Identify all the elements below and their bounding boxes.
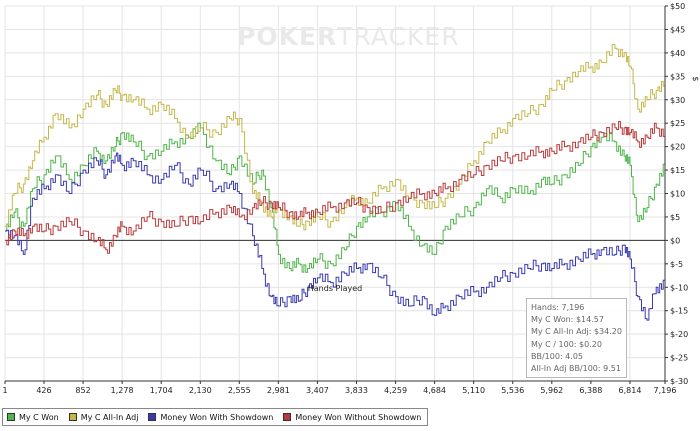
brand-watermark: POKERTRACKER — [237, 22, 460, 51]
x-tick-label: 2,981 — [267, 386, 290, 395]
stat-my-c-won: My C Won: $14.57 — [531, 315, 604, 325]
series-line-my-c-won — [5, 122, 666, 273]
y-tick-label: $-5 — [670, 260, 683, 269]
stat-hands: Hands: 7,196 — [531, 303, 585, 312]
y-tick-label: $-10 — [670, 283, 688, 292]
watermark-thin: TRACKER — [337, 22, 460, 51]
legend-label: Money Won With Showdown — [160, 412, 274, 422]
stat-all-in-adj-bb-100: All-In Adj BB/100: 9.51 — [531, 364, 621, 374]
stat-my-c-per-100: My C / 100: $0.20 — [531, 339, 602, 349]
x-axis-title: Hands Played — [308, 284, 362, 293]
legend-item-money-won-without-showdown[interactable]: Money Won Without Showdown — [279, 409, 427, 425]
legend-swatch — [7, 413, 15, 421]
y-tick-label: $35 — [670, 72, 685, 81]
x-tick-label: 1 — [2, 386, 7, 395]
x-tick-label: 1,278 — [111, 386, 134, 395]
x-tick-label: 5,110 — [462, 386, 485, 395]
x-tick-label: 2,555 — [228, 386, 251, 395]
legend-item-my-c-won[interactable]: My C Won — [3, 409, 65, 425]
legend-item-money-won-with-showdown[interactable]: Money Won With Showdown — [144, 409, 279, 425]
x-tick-label: 852 — [75, 386, 90, 395]
tick-labels: $50 $45 $40 $35 $30 $25 $20 $15 $10 $5 $0 $-5 $-10 $-… — [2, 2, 688, 395]
legend-label: My C Won — [19, 412, 59, 422]
x-tick-label: 3,833 — [345, 386, 368, 395]
y-tick-label: $5 — [670, 213, 680, 222]
y-tick-label: $-30 — [670, 377, 688, 386]
legend-swatch — [68, 413, 77, 421]
series-line-my-c-all-in-adj — [5, 44, 666, 231]
x-tick-label: 6,388 — [579, 386, 602, 395]
x-tick-label: 7,196 — [654, 386, 677, 395]
stat-my-c-all-in-adj: My C All-In Adj: $34.20 — [531, 327, 622, 337]
x-tick-label: 1,704 — [150, 386, 173, 395]
legend-item-my-c-all-in-adj[interactable]: My C All-In Adj — [65, 409, 145, 425]
y-tick-label: $50 — [670, 2, 685, 11]
x-tick-label: 4,684 — [423, 386, 446, 395]
legend-swatch — [283, 413, 292, 421]
legend-label: Money Won Without Showdown — [295, 412, 422, 422]
x-tick-label: 3,407 — [306, 386, 329, 395]
y-axis-title: $ — [691, 76, 700, 81]
stat-bb-100: BB/100: 4.05 — [531, 351, 583, 361]
legend-swatch — [148, 413, 157, 421]
series-layer — [5, 44, 666, 321]
y-tick-label: $15 — [670, 166, 685, 175]
y-tick-label: $30 — [670, 96, 685, 105]
x-tick-label: 5,962 — [540, 386, 563, 395]
legend-label: My C All-In Adj — [80, 412, 139, 422]
x-tick-label: 2,130 — [189, 386, 212, 395]
watermark-bold: POKER — [237, 22, 338, 51]
legend: My C Won My C All-In Adj Money Won With Sh… — [2, 408, 429, 426]
x-tick-label: 5,536 — [501, 386, 524, 395]
series-line-money-won-without-showdown — [5, 121, 666, 254]
y-tick-label: $-20 — [670, 330, 688, 339]
y-tick-label: $25 — [670, 119, 685, 128]
y-tick-label: $40 — [670, 49, 685, 58]
y-tick-label: $0 — [670, 236, 680, 245]
y-tick-label: $-15 — [670, 307, 688, 316]
x-tick-label: 6,814 — [619, 386, 642, 395]
x-tick-label: 4,259 — [384, 386, 407, 395]
y-tick-label: $-25 — [670, 354, 688, 363]
y-tick-label: $10 — [670, 190, 685, 199]
x-tick-label: 426 — [36, 386, 51, 395]
series-line-money-won-with-showdown — [5, 152, 666, 321]
stats-box: Hands: 7,196 My C Won: $14.57 My C All-I… — [526, 298, 627, 378]
y-tick-label: $20 — [670, 143, 685, 152]
y-tick-label: $45 — [670, 25, 685, 34]
